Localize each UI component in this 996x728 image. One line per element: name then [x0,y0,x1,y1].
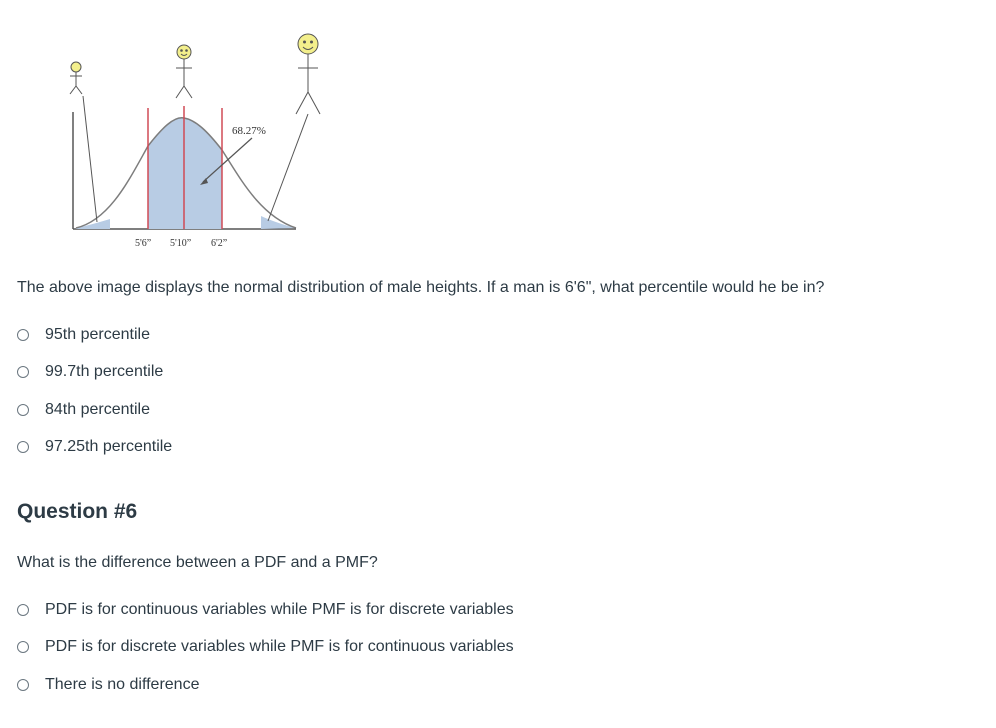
figure-annotation-arrowhead [200,178,208,185]
stick-figure-tall-icon [295,33,321,115]
option-label: 99.7th percentile [45,363,164,381]
question5-text: The above image displays the normal dist… [17,279,825,296]
option-label: PDF is for discrete variables while PMF … [45,638,514,656]
option-label: 95th percentile [45,325,150,343]
question6-option-3[interactable]: There is no difference [17,666,514,704]
figure-middle-shaded-region [148,117,222,229]
question6-text: What is the difference between a PDF and… [17,554,378,571]
figure-annotation-arrow [202,137,253,183]
question5-option-1[interactable]: 95th percentile [17,316,172,354]
stick-figure-average-icon [175,44,193,99]
figure-tick-label-6ft2: 6'2” [211,238,227,249]
radio-button-icon[interactable] [17,441,29,454]
radio-button-icon[interactable] [17,328,29,341]
question6-option-1[interactable]: PDF is for continuous variables while PM… [17,591,514,629]
question6-heading: Question #6 [17,500,138,523]
option-label: PDF is for continuous variables while PM… [45,600,514,618]
radio-button-icon[interactable] [17,366,29,379]
question6-option-2[interactable]: PDF is for discrete variables while PMF … [17,629,514,667]
figure-right-tail-region [261,216,296,229]
question5-option-3[interactable]: 84th percentile [17,391,172,429]
option-label: There is no difference [45,675,200,693]
radio-button-icon[interactable] [17,678,29,691]
stick-figure-short-icon [69,61,83,95]
figure-tick-label-5ft10: 5'10” [170,238,191,249]
radio-button-icon[interactable] [17,403,29,416]
figure-tick-label-5ft6: 5'6” [135,238,151,249]
option-label: 97.25th percentile [45,438,173,456]
question5-options: 95th percentile 99.7th percentile 84th p… [17,316,172,466]
radio-button-icon[interactable] [17,641,29,654]
question6-options: PDF is for continuous variables while PM… [17,591,514,704]
question5-option-4[interactable]: 97.25th percentile [17,429,172,467]
option-label: 84th percentile [45,400,150,418]
radio-button-icon[interactable] [17,603,29,616]
question5-option-2[interactable]: 99.7th percentile [17,354,172,392]
normal-distribution-figure: 68.27% 5'6” 5'10” 6'2” [69,33,321,249]
figure-pointer-right [267,113,309,222]
figure-pointer-left [82,95,98,223]
figure-bell-label: 68.27% [232,125,266,137]
figure-left-tail-region [76,219,110,229]
